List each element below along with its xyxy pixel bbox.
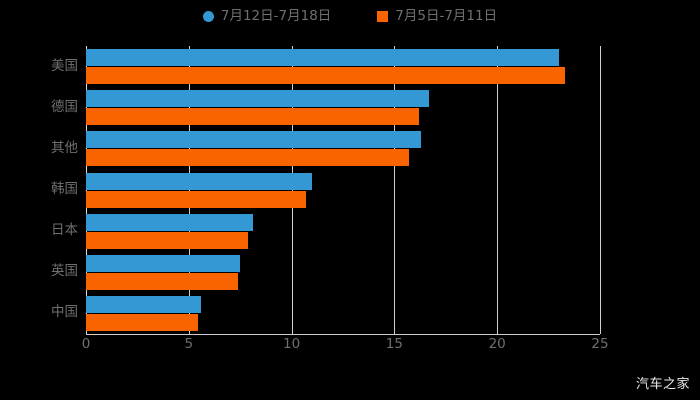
x-axis-ticks: 0 5 10 15 20 25 bbox=[82, 336, 609, 358]
x-axis-line bbox=[86, 334, 600, 335]
bar-德国-series-2[interactable] bbox=[86, 108, 420, 126]
gridline-25 bbox=[600, 46, 601, 334]
y-axis-labels: 美国德国其他韩国日本英国中国 bbox=[0, 46, 78, 334]
chart-legend: 7月12日-7月18日 7月5日-7月11日 bbox=[0, 8, 700, 24]
bar-韩国-series-1[interactable] bbox=[86, 172, 313, 190]
legend-label-series-1: 7月12日-7月18日 bbox=[220, 8, 332, 24]
x-axis-tick-label-10: 10 bbox=[283, 336, 301, 352]
x-axis-tick-label-5: 5 bbox=[184, 336, 194, 352]
gridline-20 bbox=[497, 46, 499, 334]
y-axis-label-英国: 英国 bbox=[51, 263, 78, 280]
plot-area bbox=[86, 46, 601, 334]
watermark: 汽车之家 bbox=[635, 377, 690, 392]
y-axis-label-德国: 德国 bbox=[51, 98, 78, 115]
gridline-10 bbox=[291, 46, 293, 334]
legend-item-series-1[interactable]: 7月12日-7月18日 bbox=[202, 8, 332, 24]
legend-item-series-2[interactable]: 7月5日-7月11日 bbox=[377, 8, 498, 24]
x-axis-tick-label-15: 15 bbox=[385, 336, 403, 352]
bar-英国-series-2[interactable] bbox=[86, 272, 239, 290]
bar-韩国-series-2[interactable] bbox=[86, 190, 306, 208]
gridline-5 bbox=[188, 46, 190, 334]
y-axis-label-韩国: 韩国 bbox=[51, 181, 78, 197]
legend-swatch-square-icon bbox=[377, 11, 389, 23]
bar-中国-series-1[interactable] bbox=[86, 295, 202, 313]
x-axis-tick-label-20: 20 bbox=[488, 336, 506, 352]
bar-美国-series-2[interactable] bbox=[86, 67, 566, 85]
bar-其他-series-1[interactable] bbox=[86, 131, 422, 149]
legend-swatch-circle-icon bbox=[202, 11, 214, 23]
gridline-15 bbox=[394, 46, 396, 334]
bar-德国-series-1[interactable] bbox=[86, 90, 430, 108]
x-axis-tick-label-0: 0 bbox=[81, 336, 91, 352]
y-axis-label-中国: 中国 bbox=[51, 304, 78, 321]
y-axis-label-日本: 日本 bbox=[51, 222, 78, 239]
bar-其他-series-2[interactable] bbox=[86, 149, 409, 167]
bar-英国-series-1[interactable] bbox=[86, 254, 241, 272]
bar-中国-series-2[interactable] bbox=[86, 313, 199, 331]
y-axis-label-美国: 美国 bbox=[51, 57, 78, 74]
bar-美国-series-1[interactable] bbox=[86, 49, 559, 67]
x-axis-tick-label-25: 25 bbox=[591, 336, 609, 352]
legend-label-series-2: 7月5日-7月11日 bbox=[395, 8, 498, 24]
gridline-0 bbox=[86, 46, 87, 334]
y-axis-label-其他: 其他 bbox=[51, 139, 78, 156]
bar-日本-series-1[interactable] bbox=[86, 213, 253, 231]
bar-日本-series-2[interactable] bbox=[86, 231, 249, 249]
